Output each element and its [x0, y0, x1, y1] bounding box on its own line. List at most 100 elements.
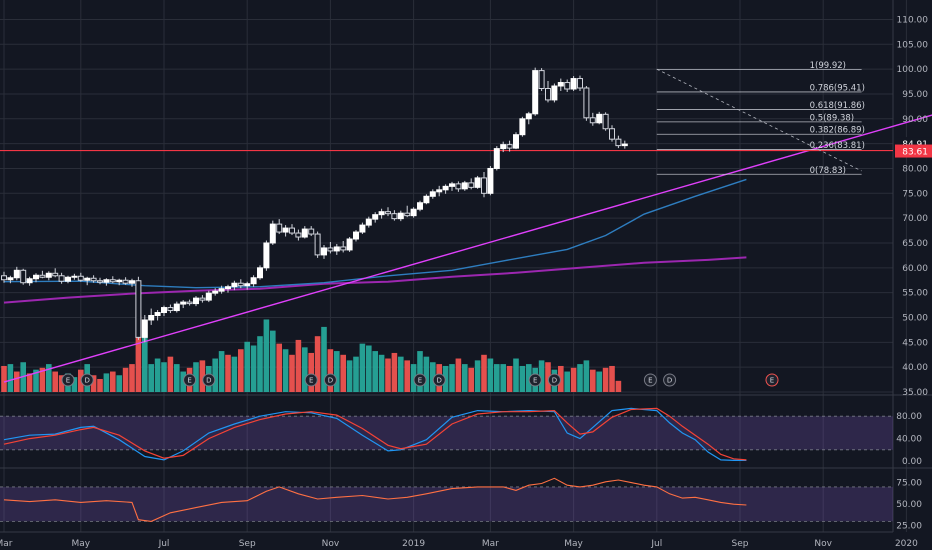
candle[interactable] — [225, 284, 231, 293]
candle[interactable] — [289, 224, 295, 236]
candle[interactable] — [314, 231, 321, 258]
candle[interactable] — [90, 275, 97, 283]
candle[interactable] — [545, 81, 551, 103]
candle[interactable] — [583, 86, 590, 121]
candle[interactable] — [455, 181, 462, 192]
candle[interactable] — [461, 180, 468, 191]
candle[interactable] — [500, 141, 507, 153]
candle[interactable] — [276, 219, 283, 235]
stochastic-pane[interactable] — [0, 407, 893, 461]
earnings-marker[interactable]: E — [528, 373, 542, 387]
candle[interactable] — [596, 111, 603, 125]
candle[interactable] — [71, 273, 78, 280]
candle[interactable] — [52, 268, 59, 278]
earnings-marker[interactable]: E — [643, 373, 657, 387]
earnings-marker[interactable]: E — [304, 373, 318, 387]
candle[interactable] — [269, 220, 276, 245]
candle[interactable] — [109, 276, 116, 284]
candle[interactable] — [385, 207, 391, 217]
candle[interactable] — [551, 83, 558, 103]
candle[interactable] — [372, 212, 379, 223]
candle[interactable] — [602, 112, 609, 131]
candle[interactable] — [97, 277, 103, 285]
dividend-marker[interactable]: D — [80, 373, 94, 387]
price-pane[interactable]: 1(99.92) 0.786(95.41) 0.618(91.86) 0.5(89.3… — [0, 61, 932, 392]
dividend-marker[interactable]: D — [663, 373, 677, 387]
earnings-marker[interactable]: E — [61, 373, 75, 387]
candle[interactable] — [257, 265, 263, 280]
candle[interactable] — [436, 185, 443, 197]
candle[interactable] — [295, 229, 302, 241]
candle[interactable] — [615, 135, 622, 149]
candle[interactable] — [186, 299, 193, 306]
dividend-marker[interactable]: D — [323, 373, 337, 387]
candle[interactable] — [391, 210, 398, 221]
candle[interactable] — [84, 276, 91, 286]
candle[interactable] — [173, 301, 180, 313]
candle[interactable] — [250, 275, 257, 287]
candle[interactable] — [65, 275, 71, 284]
candle[interactable] — [525, 111, 532, 125]
candle[interactable] — [365, 216, 372, 228]
dividend-marker[interactable]: D — [432, 373, 446, 387]
candle[interactable] — [301, 226, 308, 239]
candle[interactable] — [103, 278, 110, 286]
candle[interactable] — [397, 210, 404, 222]
candle[interactable] — [404, 205, 411, 218]
candle[interactable] — [1, 271, 7, 283]
candle[interactable] — [481, 171, 487, 198]
earnings-marker[interactable]: E — [413, 373, 427, 387]
candle[interactable] — [231, 280, 238, 291]
candle[interactable] — [577, 75, 583, 91]
dividend-marker[interactable]: D — [202, 373, 216, 387]
candle[interactable] — [308, 226, 315, 237]
candle[interactable] — [26, 276, 33, 286]
candle[interactable] — [20, 268, 27, 285]
dividend-marker[interactable]: D — [547, 373, 561, 387]
candle[interactable] — [513, 132, 519, 150]
candle[interactable] — [532, 67, 539, 116]
rsi-pane[interactable] — [0, 477, 893, 522]
candle[interactable] — [39, 270, 46, 279]
candle[interactable] — [468, 178, 475, 190]
candle[interactable] — [13, 266, 20, 281]
candle[interactable] — [417, 200, 423, 212]
candle[interactable] — [564, 79, 571, 92]
candle[interactable] — [161, 305, 167, 316]
candle[interactable] — [116, 278, 123, 286]
candle[interactable] — [148, 308, 155, 325]
candle[interactable] — [141, 315, 148, 343]
candle[interactable] — [33, 273, 39, 283]
trendline[interactable] — [3, 88, 932, 383]
candle[interactable] — [506, 140, 513, 152]
candle[interactable] — [193, 296, 199, 307]
candle[interactable] — [180, 300, 187, 309]
candle[interactable] — [423, 194, 430, 205]
candle[interactable] — [589, 112, 596, 126]
candle[interactable] — [263, 240, 270, 271]
candle[interactable] — [359, 222, 366, 235]
candle[interactable] — [353, 230, 359, 242]
fib-trend-dashed[interactable] — [656, 68, 862, 172]
candle[interactable] — [570, 76, 577, 91]
candle[interactable] — [77, 272, 84, 282]
candle[interactable] — [205, 290, 212, 303]
candle[interactable] — [212, 288, 219, 296]
candle[interactable] — [122, 277, 129, 285]
candle[interactable] — [58, 272, 65, 284]
candle[interactable] — [621, 140, 628, 149]
candle[interactable] — [557, 78, 564, 91]
candle[interactable] — [129, 278, 135, 287]
candle[interactable] — [449, 181, 455, 191]
candle[interactable] — [218, 285, 225, 294]
candle[interactable] — [429, 189, 436, 199]
candle[interactable] — [340, 240, 347, 253]
candle[interactable] — [346, 237, 353, 252]
candle[interactable] — [167, 304, 174, 314]
candle[interactable] — [333, 243, 340, 255]
candle[interactable] — [474, 175, 481, 189]
candle[interactable] — [7, 275, 14, 284]
earnings-marker[interactable]: E — [765, 373, 779, 387]
candle[interactable] — [237, 279, 244, 289]
candle[interactable] — [538, 68, 545, 91]
